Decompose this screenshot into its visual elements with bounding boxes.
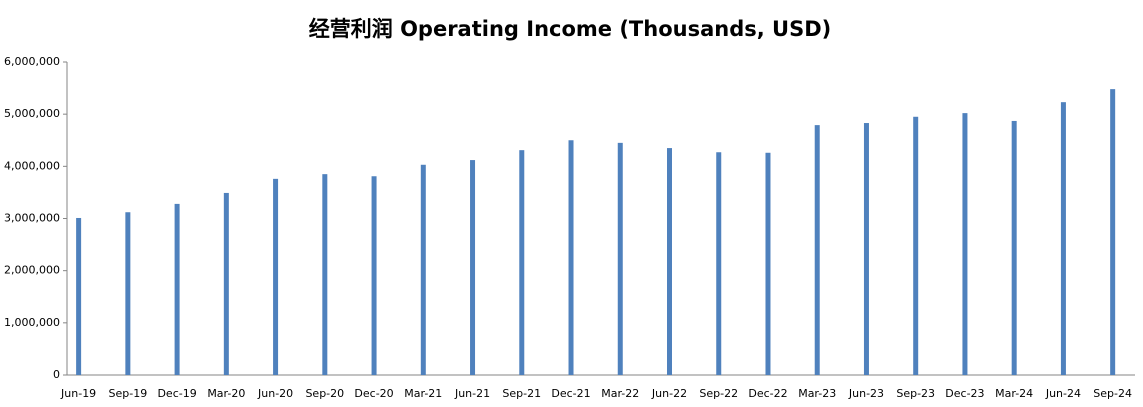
bar — [1011, 120, 1017, 375]
x-tick-label: Dec-19 — [157, 387, 196, 400]
x-tick-label: Dec-20 — [354, 387, 393, 400]
bar — [470, 160, 476, 375]
x-tick-label: Dec-21 — [551, 387, 590, 400]
x-tick-label: Jun-20 — [257, 387, 293, 400]
bar — [617, 142, 623, 375]
x-tick-label: Jun-23 — [848, 387, 884, 400]
y-tick-label: 4,000,000 — [4, 159, 60, 172]
bar — [568, 140, 574, 375]
bar — [716, 152, 722, 375]
bar — [1060, 102, 1066, 375]
x-tick-label: Dec-22 — [748, 387, 787, 400]
chart-title: 经营利润 Operating Income (Thousands, USD) — [309, 17, 831, 41]
bar — [273, 178, 279, 375]
x-tick-label: Mar-21 — [404, 387, 442, 400]
y-tick-label: 2,000,000 — [4, 264, 60, 277]
bar — [962, 113, 968, 375]
x-tick-label: Sep-22 — [699, 387, 738, 400]
y-tick-label: 1,000,000 — [4, 316, 60, 329]
bar — [174, 203, 180, 375]
bar — [125, 212, 131, 375]
bar — [76, 217, 82, 375]
bar — [519, 150, 525, 375]
x-tick-label: Sep-20 — [305, 387, 344, 400]
x-tick-label: Mar-23 — [798, 387, 836, 400]
bar — [420, 164, 426, 375]
x-tick-label: Sep-23 — [896, 387, 935, 400]
bar — [913, 116, 919, 376]
y-tick-label: 3,000,000 — [4, 212, 60, 225]
bar — [322, 174, 328, 375]
x-tick-label: Sep-21 — [502, 387, 541, 400]
x-tick-label: Jun-22 — [651, 387, 687, 400]
x-tick-label: Sep-19 — [109, 387, 148, 400]
bar — [814, 125, 820, 375]
x-tick-label: Sep-24 — [1093, 387, 1132, 400]
bar — [863, 123, 869, 375]
x-tick-label: Jun-24 — [1045, 387, 1081, 400]
x-tick-label: Mar-22 — [601, 387, 639, 400]
y-tick-label: 5,000,000 — [4, 107, 60, 120]
x-tick-label: Jun-21 — [454, 387, 490, 400]
bar — [371, 176, 377, 375]
bar — [1110, 89, 1116, 376]
bar — [223, 192, 229, 375]
x-tick-label: Mar-20 — [207, 387, 245, 400]
bar — [765, 152, 771, 375]
x-tick-label: Dec-23 — [945, 387, 984, 400]
y-tick-label: 0 — [53, 368, 60, 381]
x-tick-label: Mar-24 — [995, 387, 1033, 400]
x-tick-label: Jun-19 — [60, 387, 96, 400]
bar — [667, 148, 672, 375]
y-tick-label: 6,000,000 — [4, 55, 60, 68]
